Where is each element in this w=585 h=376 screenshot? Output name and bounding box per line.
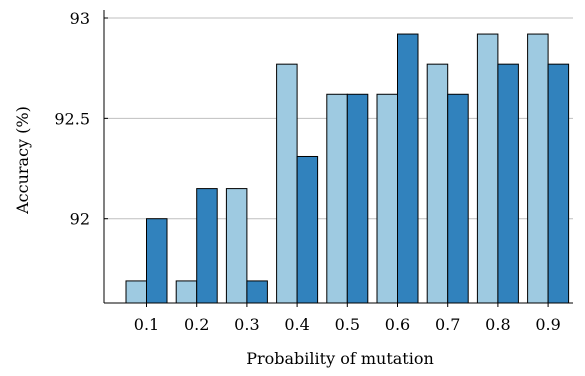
x-tick-labels: 0.1 0.2 0.3 0.4 0.5 0.6 0.7 0.8 0.9 <box>134 303 561 334</box>
bar-series2-0.9 <box>547 63 570 304</box>
bar-series2-0.2 <box>196 188 218 304</box>
bar-series1-0.5 <box>326 93 348 304</box>
x-tick-label: 0.6 <box>385 315 410 334</box>
y-tick-labels: 92 92.5 93 <box>54 9 108 229</box>
x-tick-label: 0.8 <box>485 315 510 334</box>
bar-series1-0.3 <box>225 188 248 304</box>
bar-series2-0.6 <box>397 33 419 304</box>
bar-series1-0.7 <box>426 63 449 304</box>
bar-series2-0.1 <box>146 218 168 304</box>
bar-series2-0.7 <box>447 93 469 304</box>
x-tick-label: 0.7 <box>435 315 460 334</box>
y-tick-label: 92 <box>70 210 90 229</box>
x-tick-label: 0.4 <box>284 315 309 334</box>
bar-series1-0.8 <box>476 33 499 304</box>
x-tick-label: 0.2 <box>184 315 209 334</box>
bar-series1-0.2 <box>175 280 198 304</box>
x-tick-label: 0.3 <box>234 315 259 334</box>
x-axis-label: Probability of mutation <box>246 349 434 368</box>
axes <box>103 10 573 304</box>
bar-series2-0.5 <box>346 93 369 304</box>
bar-series2-0.3 <box>246 280 268 304</box>
bar-series2-0.8 <box>497 63 519 304</box>
y-axis-label: Accuracy (%) <box>13 106 32 215</box>
bars <box>125 33 570 304</box>
bar-series1-0.4 <box>276 63 298 304</box>
bar-series1-0.9 <box>527 33 549 304</box>
bar-series1-0.1 <box>125 280 147 304</box>
bar-series2-0.4 <box>296 155 319 304</box>
x-tick-label: 0.1 <box>134 315 159 334</box>
y-tick-label: 93 <box>70 9 90 28</box>
x-tick-label: 0.9 <box>535 315 560 334</box>
bar-series1-0.6 <box>376 93 398 304</box>
x-tick-label: 0.5 <box>335 315 360 334</box>
y-tick-label: 92.5 <box>54 109 90 128</box>
